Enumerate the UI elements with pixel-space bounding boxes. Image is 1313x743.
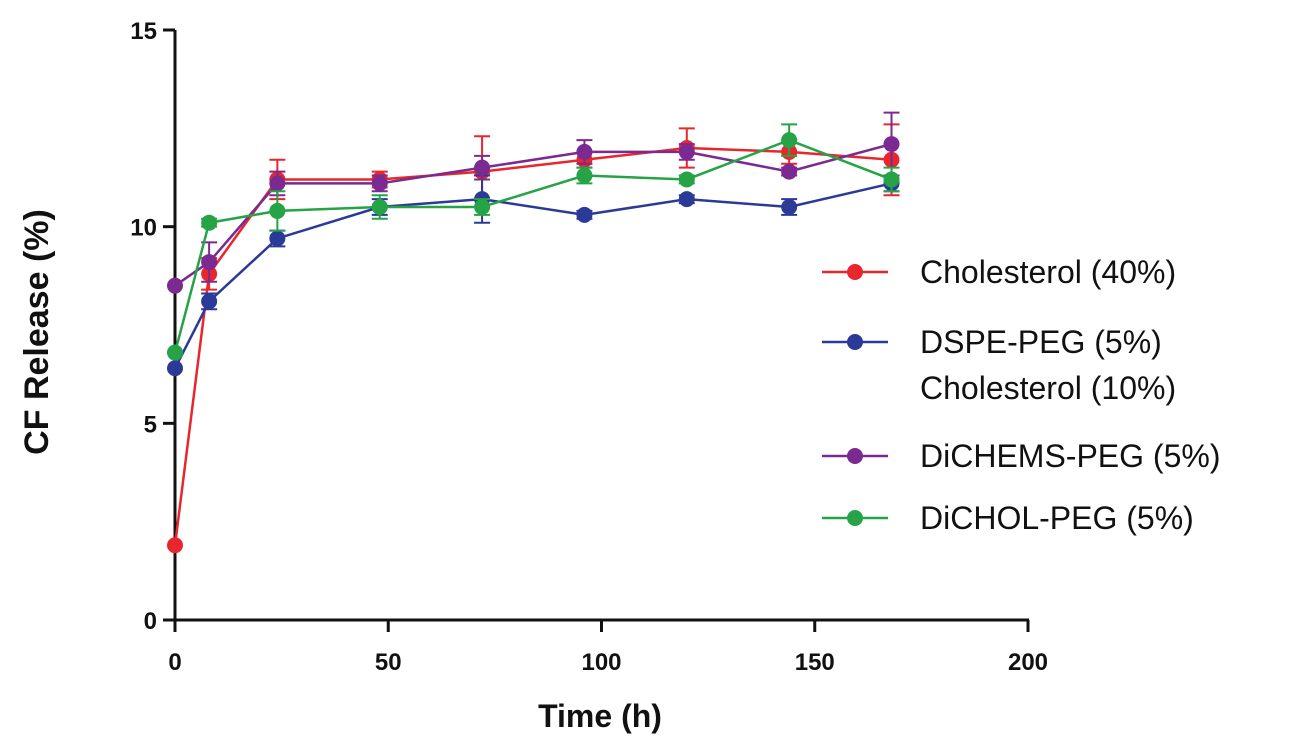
y-tick-label: 5: [144, 411, 157, 438]
data-point: [201, 214, 218, 231]
data-point: [883, 136, 900, 153]
data-point: [576, 143, 593, 160]
data-point: [781, 163, 798, 180]
data-point: [678, 191, 695, 208]
legend-label: DSPE-PEG (5%) Cholesterol (10%): [920, 324, 1176, 406]
data-point: [167, 277, 183, 294]
data-point: [678, 171, 695, 188]
x-tick-label: 50: [375, 649, 402, 676]
legend-label: Cholesterol (40%): [920, 254, 1176, 290]
legend-label: DiCHOL-PEG (5%): [920, 500, 1194, 536]
data-point: [269, 202, 286, 219]
legend: Cholesterol (40%) DSPE-PEG (5%) Cholestero…: [822, 254, 1220, 536]
x-tick-label: 0: [168, 649, 181, 676]
series-3: [167, 123, 900, 361]
x-tick-label: 150: [795, 649, 835, 676]
y-tick-label: 10: [130, 215, 157, 242]
legend-label-line: DSPE-PEG (5%): [920, 324, 1162, 360]
legend-label-line: DiCHOL-PEG (5%): [920, 500, 1194, 536]
y-tick-label: 0: [144, 608, 157, 635]
data-point: [781, 199, 798, 215]
data-point: [201, 293, 218, 310]
legend-label: DiCHEMS-PEG (5%): [920, 438, 1220, 474]
data-point: [371, 199, 388, 215]
legend-marker: [847, 264, 863, 280]
legend-label-line: Cholesterol (40%): [920, 254, 1176, 290]
legend-marker: [847, 448, 863, 464]
x-tick-label: 200: [1008, 649, 1048, 676]
legend-label-line: DiCHEMS-PEG (5%): [920, 438, 1220, 474]
x-axis-title: Time (h): [538, 698, 662, 734]
series-layer: [167, 111, 900, 554]
data-point: [201, 254, 218, 271]
data-point: [269, 175, 286, 192]
data-point: [781, 132, 798, 149]
axes: 0 50 100 150 200 0 5 10 15: [130, 18, 1048, 676]
data-point: [576, 206, 593, 223]
data-point: [576, 167, 593, 184]
data-point: [474, 199, 491, 215]
data-point: [474, 159, 491, 176]
legend-marker: [847, 334, 863, 350]
data-point: [167, 537, 183, 554]
y-tick-label: 15: [130, 18, 157, 45]
data-point: [167, 360, 183, 377]
data-point: [371, 175, 388, 192]
y-axis-title: CF Release (%): [18, 209, 56, 455]
data-point: [678, 143, 695, 160]
data-point: [883, 171, 900, 188]
legend-label-line: Cholesterol (10%): [920, 370, 1176, 406]
x-tick-label: 100: [581, 649, 621, 676]
legend-marker: [847, 510, 863, 526]
data-point: [269, 230, 286, 247]
data-point: [167, 344, 183, 361]
